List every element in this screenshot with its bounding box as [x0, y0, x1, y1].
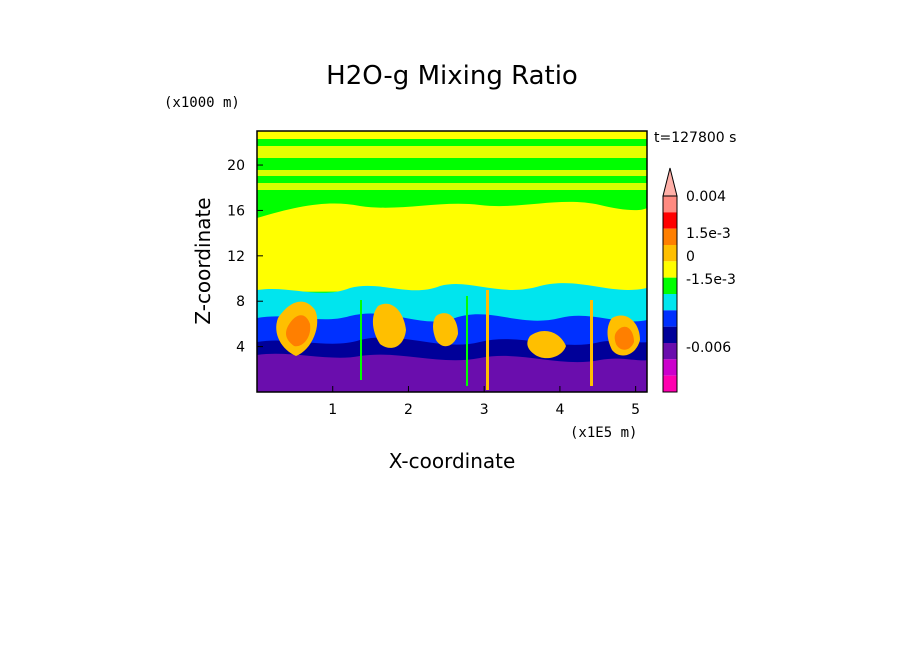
y-tick-label: 4 — [236, 340, 245, 356]
time-label: t=127800 s — [654, 130, 736, 146]
field-yellow-mass — [257, 201, 647, 292]
colorbar-swatch — [663, 277, 677, 294]
colorbar-level-label: -1.5e-3 — [686, 272, 736, 288]
field-band-yellow-3 — [257, 183, 647, 190]
colorbar — [662, 167, 678, 393]
x-axis: 1 2 3 4 5 — [328, 386, 640, 418]
plume-3 — [590, 300, 593, 386]
chart-title: H2O-g Mixing Ratio — [326, 61, 578, 91]
colorbar-swatch — [663, 310, 677, 327]
x-tick-label: 1 — [328, 402, 337, 418]
colorbar-level-label: 0 — [686, 249, 695, 265]
y-tick-label: 16 — [227, 203, 245, 219]
field-top-yellow — [257, 131, 647, 139]
plot-frame — [256, 130, 648, 393]
colorbar-swatch — [663, 359, 677, 376]
colorbar-swatch — [663, 228, 677, 245]
blob-gold-2 — [372, 303, 406, 348]
x-axis-title: X-coordinate — [389, 449, 516, 473]
colorbar-level-label: 0.004 — [686, 189, 726, 205]
blob-gold-3 — [433, 313, 458, 347]
colorbar-swatch — [663, 196, 677, 213]
plume-4 — [360, 300, 362, 380]
x-tick-label: 3 — [480, 402, 489, 418]
colorbar-frame — [662, 195, 678, 393]
colorbar-level-label: 1.5e-3 — [686, 226, 731, 242]
y-tick-label: 12 — [227, 249, 245, 265]
field-purple-layer — [257, 353, 647, 392]
y-tick-label: 8 — [236, 294, 245, 310]
x-tick-label: 5 — [631, 402, 640, 418]
field-band-yellow-2 — [257, 170, 647, 176]
plume-2 — [466, 296, 468, 386]
y-unit-label: (x1000 m) — [164, 95, 240, 111]
x-unit-label: (x1E5 m) — [570, 425, 637, 441]
colorbar-swatch — [663, 261, 677, 278]
x-tick-label: 4 — [555, 402, 564, 418]
y-axis-title: Z-coordinate — [191, 197, 215, 324]
contour-field — [257, 131, 647, 392]
colorbar-labels: 0.004 1.5e-3 0 -1.5e-3 -0.006 — [686, 189, 736, 356]
y-axis: 4 8 12 16 20 — [227, 158, 263, 356]
blob-orange-2 — [614, 326, 634, 350]
x-tick-label: 2 — [404, 402, 413, 418]
plume-1 — [486, 290, 489, 390]
colorbar-swatch — [663, 245, 677, 262]
blob-gold-4 — [527, 331, 566, 359]
field-band-yellow-1 — [257, 146, 647, 158]
colorbar-swatch — [663, 294, 677, 311]
colorbar-level-label: -0.006 — [686, 340, 731, 356]
colorbar-swatch — [663, 375, 677, 392]
colorbar-swatch — [663, 326, 677, 343]
colorbar-swatch — [663, 343, 677, 360]
y-tick-label: 20 — [227, 158, 245, 174]
blob-orange-1 — [286, 315, 311, 347]
colorbar-swatch — [663, 212, 677, 229]
colorbar-arrow — [662, 167, 678, 197]
